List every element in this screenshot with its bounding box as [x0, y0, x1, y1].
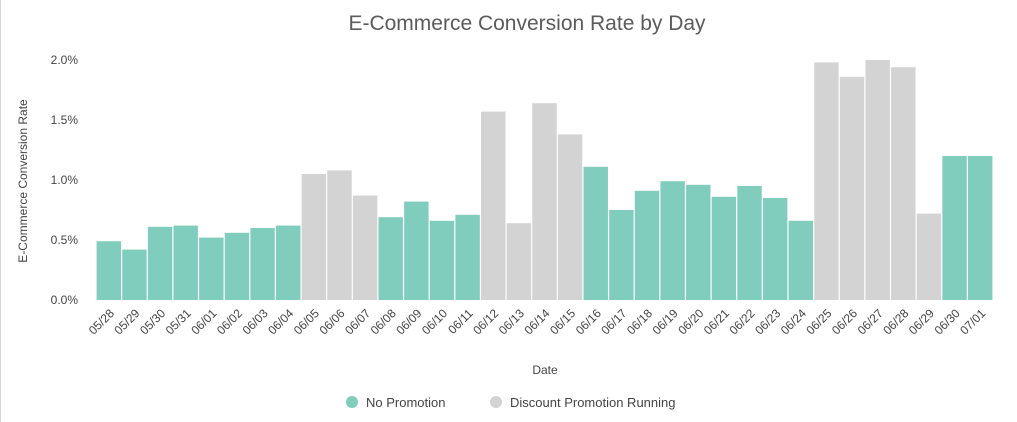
bar-06-10[interactable]	[429, 220, 455, 300]
x-tick-label: 06/05	[291, 306, 322, 337]
x-tick-label: 05/28	[86, 306, 117, 337]
bar-06-13[interactable]	[506, 223, 532, 300]
x-tick-label: 06/23	[752, 306, 783, 337]
y-tick-label: 2.0%	[51, 53, 79, 67]
legend: No Promotion Discount Promotion Running	[346, 395, 675, 410]
bar-06-22[interactable]	[737, 186, 762, 300]
bar-06-12[interactable]	[481, 111, 506, 300]
bar-06-15[interactable]	[557, 134, 583, 300]
bar-06-23[interactable]	[762, 198, 788, 300]
legend-label-none[interactable]: No Promotion	[366, 395, 445, 410]
bar-07-01[interactable]	[967, 156, 993, 300]
bar-06-30[interactable]	[942, 156, 967, 300]
x-tick-label: 06/07	[342, 306, 373, 337]
left-border	[0, 0, 1, 422]
bar-06-27[interactable]	[865, 60, 890, 300]
bar-06-24[interactable]	[788, 220, 813, 300]
bar-06-09[interactable]	[404, 201, 429, 300]
bar-06-05[interactable]	[301, 174, 327, 300]
bar-06-19[interactable]	[660, 181, 685, 300]
chart-title: E-Commerce Conversion Rate by Day	[348, 12, 706, 35]
x-tick-label: 06/13	[496, 306, 527, 337]
bar-06-18[interactable]	[634, 190, 660, 300]
x-tick-label: 06/16	[573, 306, 604, 337]
y-tick-label: 1.5%	[51, 113, 79, 127]
legend-label-promo[interactable]: Discount Promotion Running	[510, 395, 675, 410]
x-tick-label: 06/01	[188, 306, 219, 337]
bar-06-28[interactable]	[891, 67, 916, 300]
bar-06-21[interactable]	[711, 196, 737, 300]
legend-swatch-none[interactable]	[346, 396, 358, 408]
bar-06-25[interactable]	[814, 62, 839, 301]
x-tick-label: 06/06	[316, 306, 347, 337]
x-tick-label: 05/29	[111, 306, 142, 337]
bar-06-08[interactable]	[378, 217, 403, 300]
bar-06-20[interactable]	[686, 184, 711, 300]
bar-06-26[interactable]	[839, 76, 865, 300]
x-tick-label: 06/22	[726, 306, 757, 337]
bar-05-31[interactable]	[173, 225, 198, 300]
x-tick-label: 05/30	[137, 306, 168, 337]
x-tick-label: 06/04	[265, 306, 296, 337]
x-tick-label: 06/17	[598, 306, 629, 337]
x-tick-label: 06/27	[855, 306, 886, 337]
bar-05-29[interactable]	[122, 249, 147, 300]
y-tick-label: 1.0%	[51, 173, 79, 187]
x-tick-label: 06/12	[470, 306, 501, 337]
x-tick-label: 06/10	[419, 306, 450, 337]
bars-group	[96, 60, 993, 301]
y-tick-label: 0.0%	[51, 293, 79, 307]
bar-06-29[interactable]	[916, 213, 942, 300]
x-tick-label: 06/02	[214, 306, 245, 337]
x-tick-label: 06/15	[547, 306, 578, 337]
x-tick-label: 06/11	[445, 306, 476, 337]
bar-05-28[interactable]	[96, 241, 122, 300]
x-tick-label: 06/30	[932, 306, 963, 337]
x-tick-label: 06/08	[368, 306, 399, 337]
x-tick-label: 06/20	[675, 306, 706, 337]
x-tick-label: 06/18	[624, 306, 655, 337]
bar-06-03[interactable]	[250, 228, 275, 300]
y-tick-label: 0.5%	[51, 233, 79, 247]
bar-06-04[interactable]	[276, 225, 301, 300]
x-tick-label: 06/03	[240, 306, 271, 337]
bar-05-30[interactable]	[147, 226, 173, 300]
x-tick-label: 06/14	[521, 306, 552, 337]
bar-06-01[interactable]	[199, 237, 224, 300]
x-tick-label: 06/19	[650, 306, 681, 337]
bar-06-14[interactable]	[532, 103, 557, 300]
x-tick-label: 05/31	[163, 306, 194, 337]
bar-06-16[interactable]	[583, 166, 608, 300]
x-tick-label: 06/09	[393, 306, 424, 337]
bar-06-06[interactable]	[327, 170, 352, 300]
bar-06-17[interactable]	[609, 210, 634, 300]
x-axis-label: Date	[532, 363, 558, 377]
bar-06-02[interactable]	[224, 232, 250, 300]
x-tick-label: 06/28	[880, 306, 911, 337]
x-tick-label: 07/01	[957, 306, 988, 337]
x-tick-label: 06/26	[829, 306, 860, 337]
x-tick-label: 06/25	[803, 306, 834, 337]
y-axis-label: E-Commerce Conversion Rate	[16, 99, 30, 263]
x-tick-label: 06/21	[701, 306, 732, 337]
x-tick-label: 06/24	[778, 306, 809, 337]
x-tick-label: 06/29	[906, 306, 937, 337]
bar-06-11[interactable]	[455, 214, 480, 300]
x-axis-ticks: 05/2805/2905/3005/3106/0106/0206/0306/04…	[86, 306, 989, 337]
y-axis-ticks: 0.0% 0.5% 1.0% 1.5% 2.0%	[51, 53, 79, 307]
legend-swatch-promo[interactable]	[490, 396, 502, 408]
bar-06-07[interactable]	[352, 195, 378, 300]
